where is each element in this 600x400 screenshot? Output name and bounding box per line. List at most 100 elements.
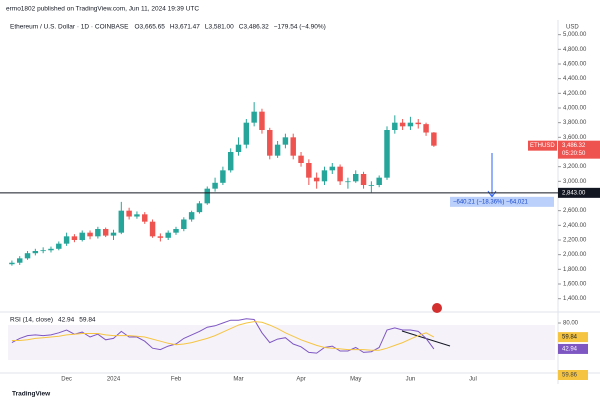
corner-label: 59.86 [562,373,578,379]
y-tick-label: 4,400.00 [563,76,587,82]
candle-body [282,137,289,145]
y-tick-label: 3,800.00 [563,120,587,126]
candle-body [102,229,109,236]
candle-body [274,144,281,156]
legend-value: O3,665.65 [134,24,165,31]
rsi-line [11,321,435,351]
plot: 1,400.00 1,600.00 1,800.00 2,000.00 2,200.00… [0,24,600,383]
candle-body [48,248,54,251]
candle-body [204,188,210,204]
candle-body [337,166,343,182]
rsi-last-label: 59.84 [562,335,578,341]
y-tick-label: 1,400.00 [563,296,587,302]
countdown: 05:20:50 [562,151,586,157]
event-icon [432,303,442,313]
symbol-title: Ethereum / U.S. Dollar · 1D · COINBASE [10,24,129,31]
y-tick-label: 4,000.00 [563,106,587,112]
candle-body [306,163,312,178]
candle-body [267,130,273,156]
candle-body [392,122,398,130]
candle-body [165,232,171,238]
candle-body [399,122,406,127]
candle-body [368,185,375,186]
legend-value: L3,581.00 [205,24,234,31]
x-tick-label: 2024 [107,377,121,383]
candle-body [329,166,336,171]
y-tick-label: 80.00 [563,321,579,327]
candle-body [423,124,429,133]
candle-body [142,214,148,222]
level-label: 2,843.00 [562,190,586,196]
symbol-box [528,140,557,151]
candle-body [212,182,218,189]
candle-body [40,250,46,252]
candle-body [63,236,70,244]
candle-body [235,144,242,152]
candle-body [290,137,296,156]
candle-body [157,236,164,238]
x-tick-label: Feb [171,377,182,383]
candle-body [313,177,320,182]
candle-body [56,243,62,249]
indicator-value: 59.84 [79,317,96,324]
x-tick-label: Mar [233,377,243,383]
y-tick-label: 5,000.00 [563,32,587,38]
candle-body [259,111,265,130]
indicator-title: RSI (14, close) [10,317,53,324]
candle-body [353,174,359,182]
candle-body [118,210,125,233]
y-tick-label: 1,600.00 [563,282,587,288]
y-tick-label: 3,200.00 [563,164,587,170]
symbol-label: ETHUSD [530,143,555,149]
y-tick-label: 3,600.00 [563,135,587,141]
last-price-label: 3,486.32 [562,143,586,149]
candle-body [243,122,250,145]
x-tick-label: Jun [406,377,416,383]
indicator-value: 42.94 [58,317,75,324]
candle-body [251,111,257,123]
candle-body [227,152,234,171]
y-tick-label: 2,600.00 [563,208,587,214]
rsi-last-label: 42.94 [562,347,578,353]
candle-body [415,122,421,125]
rsi-last-box [558,332,588,343]
legend-value: H3,671.47 [170,24,200,31]
candle-body [149,221,156,237]
y-tick-label: 2,400.00 [563,223,587,229]
candle-body [173,229,179,233]
candle-body [384,130,390,178]
x-tick-label: Apr [296,377,305,383]
legend-value: C3,486.32 [239,24,269,31]
candle-body [407,122,414,127]
x-tick-label: Dec [61,377,72,383]
candle-body [95,229,101,237]
rsi-last-box [558,343,588,354]
candle-body [220,170,226,183]
y-tick-label: 4,200.00 [563,91,587,97]
candle-body [9,262,15,265]
level-label-box [558,187,600,198]
candle-body [110,232,117,236]
candle-body [79,232,85,240]
y-tick-label: 2,000.00 [563,252,587,258]
candle-body [188,212,195,220]
candle-body [24,253,31,259]
candle-body [360,174,367,185]
candle-body [87,232,93,237]
legend-value: −179.54 (−4.90%) [274,24,326,31]
brand: TradingView [12,391,51,398]
x-tick-label: Jul [469,377,477,383]
candle-body [376,177,382,185]
candle-body [16,258,23,263]
y-tick-label: 3,000.00 [563,179,587,185]
x-tick-label: May [350,377,361,383]
candle-body [321,170,328,182]
candle-body [345,181,351,183]
y-tick-label: 4,600.00 [563,62,587,68]
corner-box [558,370,588,380]
measure-label: −640.21 (−18.36%) −64,021 [453,199,529,205]
candle-body [298,155,304,163]
y-tick-label: 2,200.00 [563,238,587,244]
